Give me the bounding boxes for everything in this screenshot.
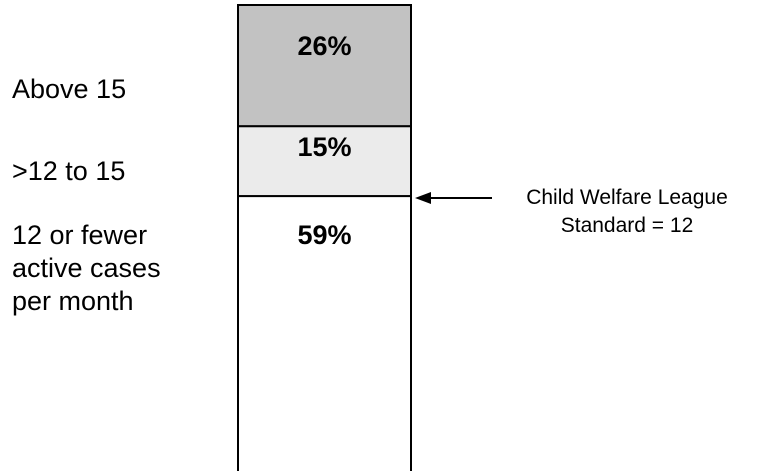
segment-value-label: 59% xyxy=(297,220,351,250)
category-label: 12 or fewer active cases per month xyxy=(12,219,161,318)
segment-value-label: 15% xyxy=(297,132,351,162)
standard-annotation: Child Welfare League Standard = 12 xyxy=(492,184,759,240)
annotation-arrow-head xyxy=(415,192,431,204)
category-label: >12 to 15 xyxy=(12,155,125,188)
segment-value-label: 26% xyxy=(297,31,351,61)
category-label: Above 15 xyxy=(12,73,126,106)
bar-segment-2 xyxy=(238,5,411,126)
